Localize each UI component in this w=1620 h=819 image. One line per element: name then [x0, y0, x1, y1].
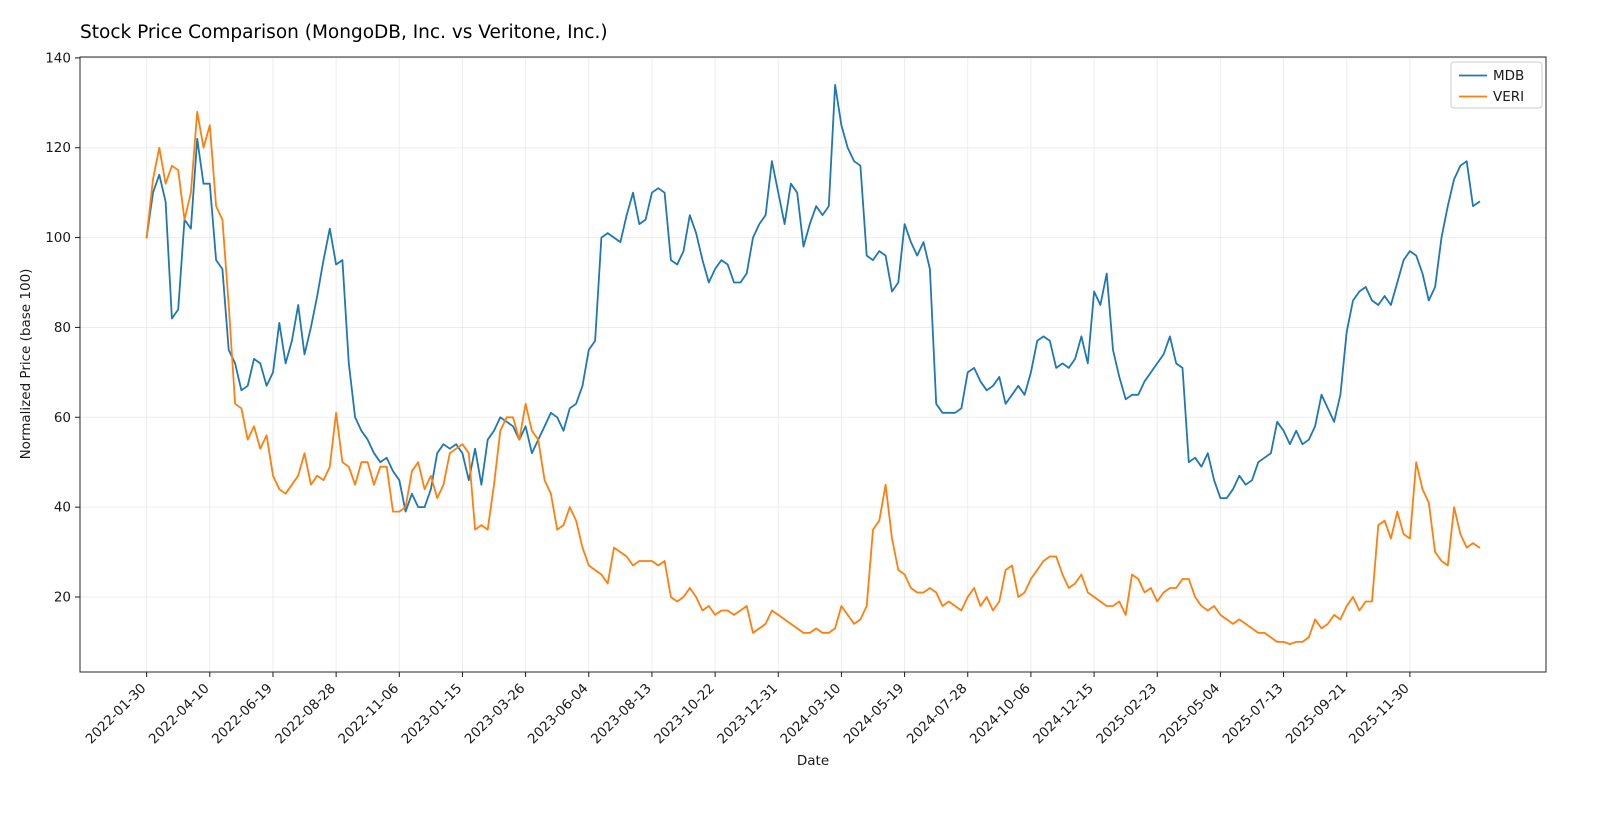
x-tick-label: 2024-07-28 — [904, 681, 971, 748]
y-tick-label: 80 — [54, 320, 71, 336]
series-line-mdb — [145, 84, 1481, 513]
x-tick-label: 2022-08-28 — [272, 681, 339, 748]
x-tick-label: 2025-05-04 — [1156, 681, 1223, 748]
chart-title: Stock Price Comparison (MongoDB, Inc. vs… — [80, 22, 608, 43]
x-tick-label: 2022-06-19 — [209, 681, 276, 748]
x-tick-label: 2024-03-10 — [777, 681, 844, 748]
x-tick-label: 2025-07-13 — [1220, 681, 1287, 748]
x-tick-label: 2022-11-06 — [335, 681, 402, 748]
axis-layer: 204060801001201402022-01-302022-04-10202… — [45, 50, 1412, 747]
x-tick-label: 2023-06-04 — [525, 681, 592, 748]
y-tick-label: 60 — [54, 410, 71, 426]
x-tick-label: 2024-05-19 — [841, 681, 908, 748]
x-axis-label: Date — [797, 753, 829, 769]
x-tick-label: 2025-09-21 — [1283, 681, 1350, 748]
x-tick-label: 2024-12-15 — [1030, 681, 1097, 748]
x-tick-label: 2023-03-26 — [462, 681, 529, 748]
x-tick-label: 2023-12-31 — [714, 681, 781, 748]
series-layer — [145, 84, 1481, 645]
series-line-veri — [145, 110, 1481, 645]
y-axis-label: Normalized Price (base 100) — [18, 269, 34, 460]
x-tick-label: 2022-01-30 — [83, 681, 150, 748]
x-tick-label: 2023-08-13 — [588, 681, 655, 748]
x-tick-label: 2024-10-06 — [967, 681, 1034, 748]
y-tick-label: 120 — [45, 140, 71, 156]
x-tick-label: 2023-10-22 — [651, 681, 718, 748]
y-tick-label: 140 — [45, 50, 71, 66]
grid-layer — [80, 57, 1546, 672]
x-tick-label: 2025-02-23 — [1093, 681, 1160, 748]
x-tick-label: 2025-11-30 — [1346, 681, 1413, 748]
legend: MDB VERI — [1450, 61, 1543, 109]
y-tick-label: 40 — [54, 500, 71, 516]
legend-label-veri: VERI — [1493, 89, 1524, 105]
plot-border — [79, 56, 1547, 673]
y-tick-label: 100 — [45, 230, 71, 246]
x-tick-label: 2022-04-10 — [146, 681, 213, 748]
y-tick-label: 20 — [54, 589, 71, 605]
x-tick-label: 2023-01-15 — [398, 681, 465, 748]
legend-label-mdb: MDB — [1493, 68, 1524, 84]
